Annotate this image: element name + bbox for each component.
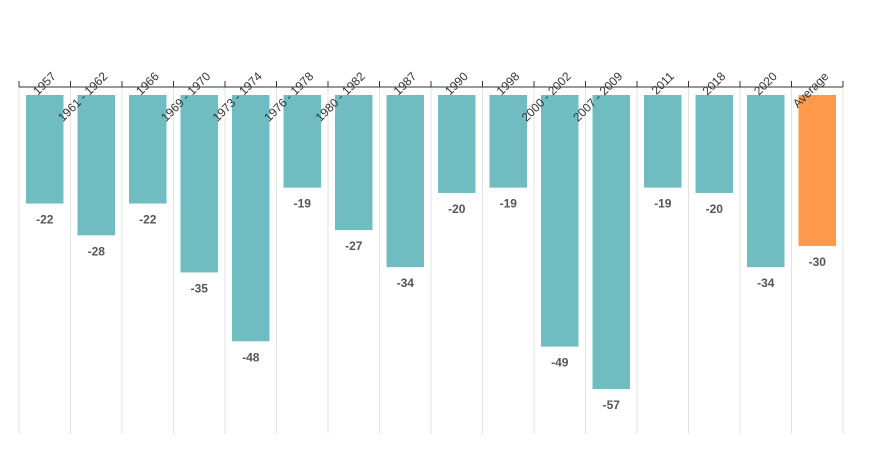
bar-10 [489,95,527,188]
bar-15 [747,95,785,268]
value-label-11: -49 [551,356,569,370]
value-label-3: -22 [139,213,157,227]
value-label-16: -30 [809,255,827,269]
bar-2 [77,95,115,236]
value-label-6: -19 [294,197,312,211]
value-label-12: -57 [603,398,621,412]
category-label-13: 2011 [649,69,677,97]
bar-11 [541,95,579,347]
value-label-8: -34 [397,276,415,290]
bar-5 [232,95,270,342]
category-label-14: 2018 [700,69,729,98]
bar-7 [335,95,373,231]
category-label-10: 1998 [494,69,523,98]
value-label-10: -19 [500,197,518,211]
category-label-3: 1966 [133,69,162,98]
value-label-1: -22 [36,213,54,227]
value-label-9: -20 [448,202,466,216]
category-label-9: 1990 [442,69,471,98]
bar-3 [129,95,167,204]
value-label-2: -28 [88,244,106,258]
bar-13 [644,95,682,188]
value-label-13: -19 [654,197,672,211]
bar-8 [386,95,424,268]
category-label-1: 1957 [30,69,59,98]
bar-4 [180,95,218,273]
bar-14 [695,95,733,193]
category-label-15: 2020 [751,69,780,98]
bar-6 [283,95,321,188]
value-label-7: -27 [345,239,363,253]
bar-1 [26,95,64,204]
bar-16 [798,95,836,246]
value-label-15: -34 [757,276,775,290]
bar-12 [592,95,630,389]
value-label-5: -48 [242,350,260,364]
category-label-8: 1987 [391,69,420,98]
value-label-14: -20 [706,202,724,216]
value-label-4: -35 [191,281,209,295]
bar-9 [438,95,476,193]
